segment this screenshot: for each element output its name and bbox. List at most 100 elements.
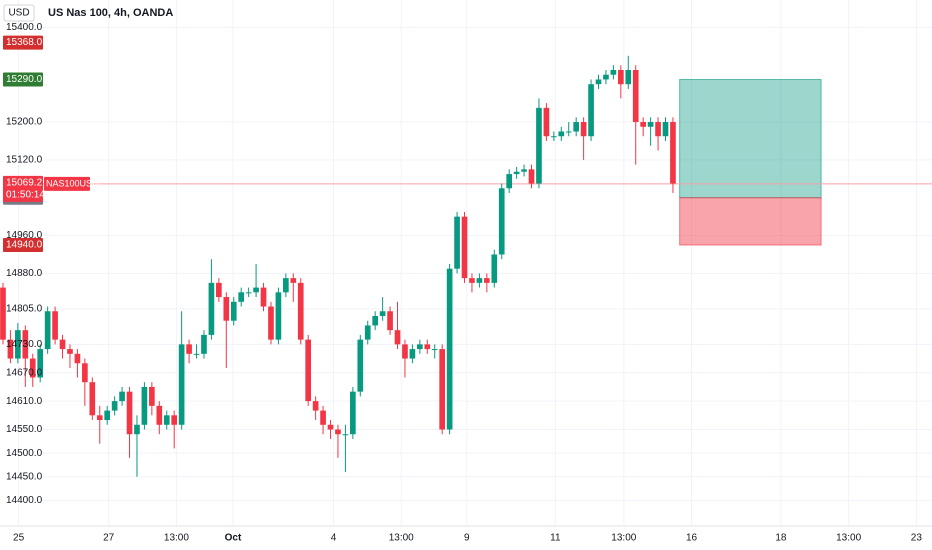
candle-body — [439, 349, 446, 430]
y-tick-label: 15400.0 — [6, 22, 43, 33]
candle-body — [528, 169, 535, 184]
y-tick-label: 14500.0 — [6, 448, 43, 459]
high-marker-label-box — [3, 35, 43, 50]
loss-zone — [679, 197, 822, 246]
countdown: 01:50:14 — [6, 190, 45, 201]
candle-body — [573, 122, 580, 132]
labels: 15400.0 15200.0 15120.0 14960.0 14880.0 14805… — [3, 22, 922, 544]
x-tick-label: 27 — [103, 533, 115, 544]
candle-body — [580, 122, 587, 137]
candle-body — [171, 415, 178, 425]
x-tick-label: 11 — [550, 533, 561, 544]
candle-body — [96, 415, 103, 421]
chart-title: US Nas 100, 4h, OANDA — [48, 7, 173, 19]
currency[interactable]: USD — [8, 8, 29, 19]
candle-body — [149, 386, 155, 406]
candle-body — [372, 315, 379, 326]
candle-body — [283, 278, 289, 293]
y-tick-label: 14730.0 — [6, 339, 43, 350]
candle-body — [387, 311, 393, 331]
candle-body — [662, 122, 669, 137]
x-tick-label: 25 — [13, 533, 25, 544]
currency-button[interactable] — [3, 4, 35, 22]
candle-body — [7, 339, 14, 359]
candle-body — [67, 349, 73, 354]
candle-body — [588, 84, 594, 137]
candle-body — [394, 330, 401, 345]
candle-body — [29, 358, 36, 378]
candle-body — [670, 122, 676, 184]
candle-body — [625, 70, 632, 85]
candle-body — [111, 401, 118, 411]
candle-body — [484, 278, 490, 283]
candle-body — [476, 278, 483, 283]
candle-body — [595, 79, 602, 85]
candle-body — [141, 386, 148, 425]
candle-body — [513, 171, 520, 175]
symbol-label: NAS100USD — [46, 178, 99, 188]
candle-body — [134, 424, 140, 435]
candle-body — [610, 70, 617, 75]
candle-body — [603, 74, 609, 80]
candle-body — [297, 282, 304, 340]
candle-body — [647, 122, 654, 127]
candle-body — [521, 169, 527, 172]
candle-body — [230, 301, 237, 321]
candle-body — [327, 424, 334, 430]
x-tick-label: 16 — [686, 533, 698, 544]
candle-body — [417, 344, 423, 350]
y-tick-label: 14960.0 — [6, 230, 43, 241]
candle-body — [558, 131, 565, 137]
candle-body — [543, 107, 550, 137]
y-tick-label: 14805.0 — [6, 304, 43, 315]
candle-body — [379, 311, 386, 316]
candle-body — [424, 344, 431, 350]
candle-body — [59, 339, 66, 350]
candle-body — [312, 401, 319, 411]
candle-body — [357, 339, 364, 392]
last-price-label: 15069.2 — [6, 178, 43, 189]
candle-body — [201, 334, 207, 354]
candle-body — [431, 349, 438, 351]
candle-body — [536, 107, 542, 184]
y-tick-label: 15200.0 — [6, 117, 43, 128]
candle-body — [461, 216, 468, 279]
candle-body — [551, 136, 557, 138]
profit-zone — [679, 78, 822, 199]
candle-body — [446, 268, 453, 430]
y-tick-label: 14400.0 — [6, 495, 43, 506]
candle-body — [22, 330, 29, 359]
candle-body — [178, 344, 185, 425]
candle-body — [15, 330, 21, 359]
high-marker-label: 15368.0 — [6, 37, 43, 48]
symbol-box — [44, 176, 90, 191]
candle-body — [342, 434, 349, 436]
candle-body — [640, 122, 646, 127]
candle-body — [216, 282, 222, 298]
y-tick-label: 14610.0 — [6, 396, 43, 407]
y-tick-label: 14550.0 — [6, 424, 43, 435]
candle-body — [208, 282, 215, 335]
x-tick-label: 23 — [911, 533, 923, 544]
x-tick-label: 13:00 — [389, 533, 414, 544]
candle-body — [305, 339, 312, 402]
candle-body — [402, 344, 408, 359]
y-tick-label: 14880.0 — [6, 268, 43, 279]
candle-body — [320, 410, 326, 425]
candle-body — [253, 287, 259, 293]
candle-body — [37, 349, 44, 378]
x-tick-label: 13:00 — [611, 533, 636, 544]
candle-body — [454, 216, 460, 269]
candle-body — [409, 349, 416, 359]
candle-body — [89, 382, 96, 416]
candle-body — [82, 363, 88, 383]
candle-body — [126, 391, 133, 435]
y-tick-label: 14670.0 — [6, 367, 43, 378]
candle-body — [119, 391, 125, 402]
stop-label: 14940.0 — [6, 240, 43, 251]
last-price-box — [3, 175, 43, 202]
candle-body — [238, 292, 245, 302]
candle-body — [275, 292, 282, 340]
target-label: 15290.0 — [6, 74, 43, 85]
